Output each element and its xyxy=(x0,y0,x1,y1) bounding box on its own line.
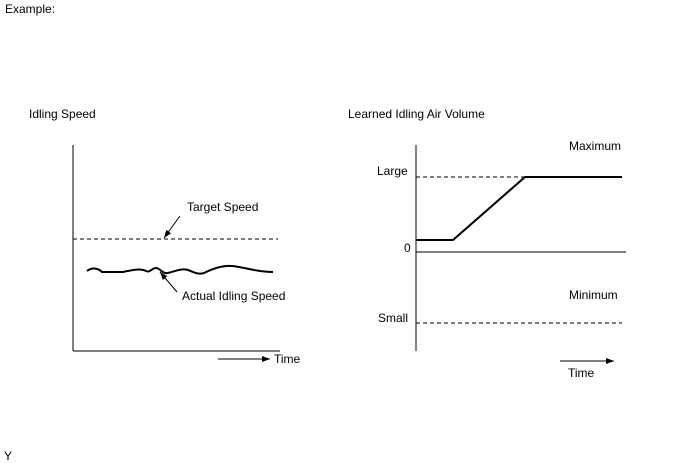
idling-speed-diagram: Idling Speed Target Speed Actual Idling … xyxy=(29,107,301,366)
actual-speed-line xyxy=(86,264,274,275)
footer-label: Y xyxy=(4,449,12,463)
target-speed-label: Target Speed xyxy=(187,200,258,214)
learned-volume-line xyxy=(416,176,622,241)
target-pointer-arrow xyxy=(163,215,181,239)
actual-speed-label: Actual Idling Speed xyxy=(182,289,285,303)
learned-air-volume-title: Learned Idling Air Volume xyxy=(348,107,485,121)
zero-label: 0 xyxy=(404,241,411,255)
learned-air-volume-diagram: Learned Idling Air Volume Maximum Large … xyxy=(348,107,626,380)
time-label: Time xyxy=(274,352,301,366)
time-label: Time xyxy=(568,366,595,380)
small-label: Small xyxy=(378,311,408,325)
maximum-label: Maximum xyxy=(569,139,621,153)
large-label: Large xyxy=(377,164,408,178)
idling-speed-title: Idling Speed xyxy=(29,107,96,121)
example-label: Example: xyxy=(5,2,55,16)
actual-pointer-arrow xyxy=(159,271,178,293)
minimum-label: Minimum xyxy=(569,288,618,302)
